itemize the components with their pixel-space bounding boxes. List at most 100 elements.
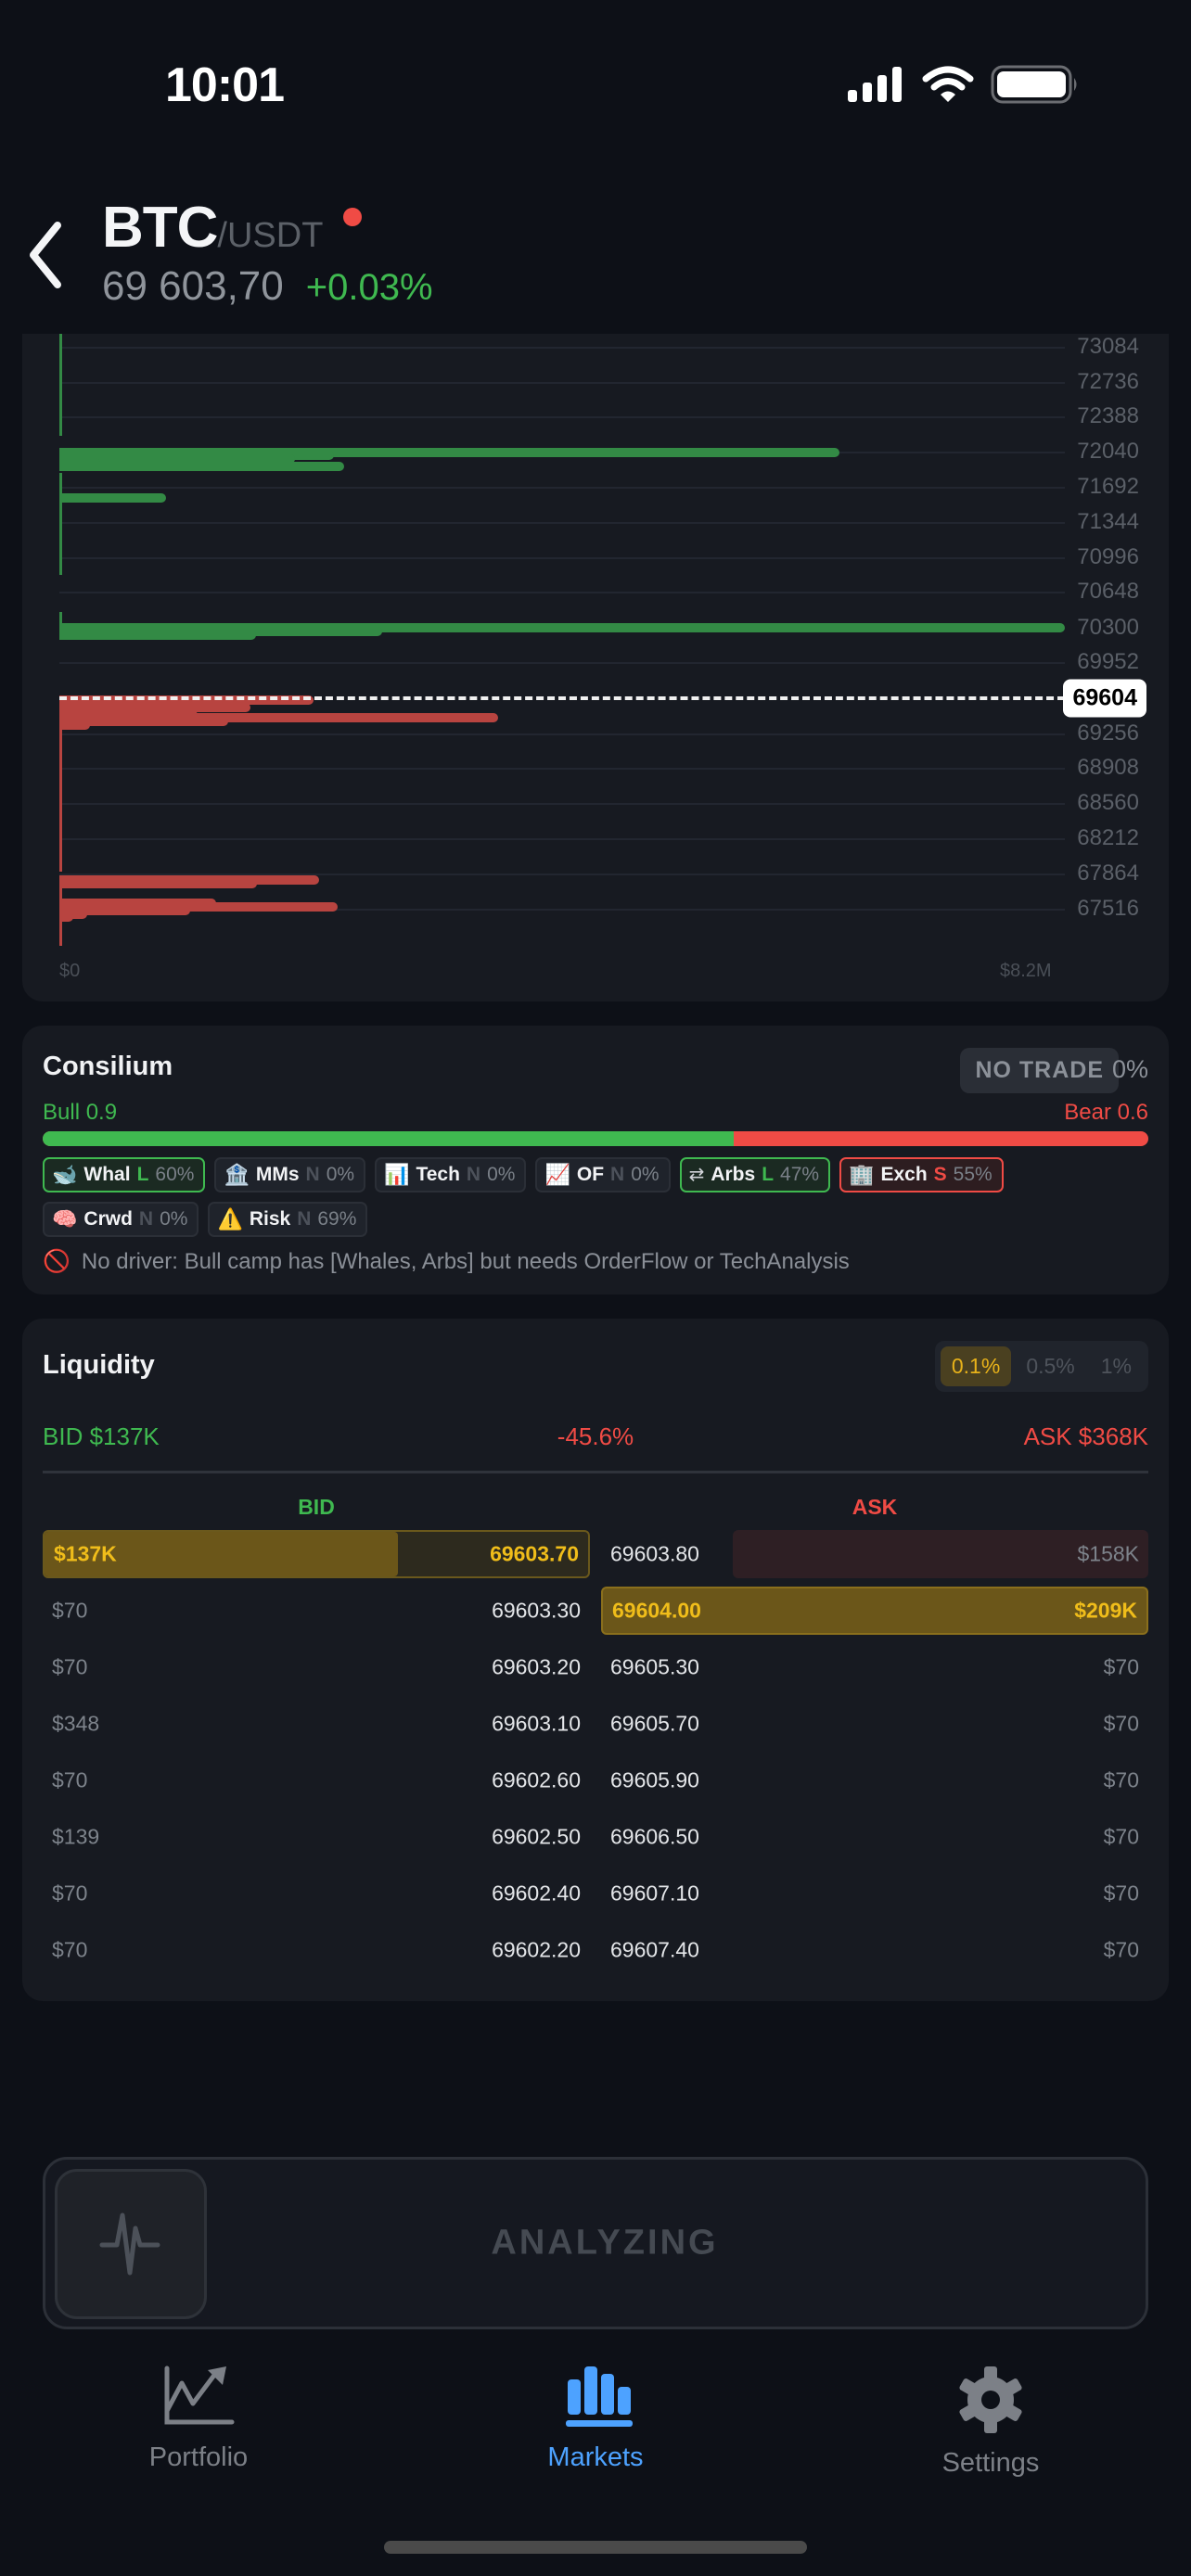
ask-depth-bar xyxy=(59,717,229,727)
ask-price: 69605.70 xyxy=(610,1711,699,1736)
agent-side: L xyxy=(136,1164,149,1185)
bid-price: 69602.50 xyxy=(492,1824,581,1849)
range-option-0-5pct[interactable]: 0.5% xyxy=(1026,1354,1075,1378)
bid-level[interactable]: $137K 69603.70 xyxy=(43,1530,590,1578)
order-book-row: $139 69602.50 69606.50 $70 xyxy=(43,1813,1148,1861)
y-axis-label: 67516 xyxy=(1077,896,1139,921)
bid-size: $70 xyxy=(52,1598,88,1623)
gridline xyxy=(59,662,1065,664)
agent-of-icon: 📈 xyxy=(544,1163,570,1186)
agent-chip-arbs[interactable]: ⇄ Arbs L 47% xyxy=(679,1157,831,1192)
ask-size: $209K xyxy=(1074,1598,1137,1623)
ask-level[interactable]: 69605.30 $70 xyxy=(601,1643,1148,1691)
consilium-title: Consilium xyxy=(43,1052,173,1081)
agent-chip-exch[interactable]: 🏢 Exch S 55% xyxy=(839,1157,1004,1192)
pair-quote: /USDT xyxy=(217,216,324,255)
tab-settings[interactable]: Settings xyxy=(879,2365,1102,2479)
depth-chart-plot[interactable]: 73084 72736 72388 72040 71692 71344 70996 70648… xyxy=(22,334,1169,1001)
bid-level[interactable]: $70 69602.20 xyxy=(43,1926,590,1974)
bid-level[interactable]: $139 69602.50 xyxy=(43,1813,590,1861)
consilium-card: Consilium NO TRADE 0% Bull 0.9 Bear 0.6 … xyxy=(22,1026,1169,1294)
ask-price: 69605.30 xyxy=(610,1654,699,1679)
bid-size: $70 xyxy=(52,1881,88,1906)
agent-chip-risk[interactable]: ⚠️ Risk N 69% xyxy=(208,1202,368,1237)
agent-name: Arbs xyxy=(711,1164,756,1185)
status-icons xyxy=(846,65,1080,104)
pair-header: BTC /USDT 69 603,70 +0.03% xyxy=(0,185,1191,334)
agent-chip-whal[interactable]: 🐋 Whal L 60% xyxy=(43,1157,206,1192)
y-axis-label: 71344 xyxy=(1077,509,1139,534)
gridline xyxy=(59,803,1065,805)
ask-level[interactable]: 69603.80 $158K xyxy=(601,1530,1148,1578)
ask-level[interactable]: 69605.70 $70 xyxy=(601,1700,1148,1748)
bid-price: 69602.20 xyxy=(492,1937,581,1962)
range-option-0-1pct[interactable]: 0.1% xyxy=(940,1346,1012,1386)
bid-price: 69603.20 xyxy=(492,1654,581,1679)
y-axis-label: 70996 xyxy=(1077,544,1139,569)
current-price-line xyxy=(59,696,1065,700)
price-change: +0.03% xyxy=(305,267,433,308)
y-axis-label: 68908 xyxy=(1077,755,1139,780)
gridline xyxy=(59,347,1065,349)
bid-price: 69603.70 xyxy=(490,1541,579,1566)
ask-level[interactable]: 69607.10 $70 xyxy=(601,1869,1148,1918)
agent-crwd-icon: 🧠 xyxy=(52,1207,78,1231)
bid-price: 69603.10 xyxy=(492,1711,581,1736)
bid-level[interactable]: $70 69603.30 xyxy=(43,1587,590,1635)
bid-level[interactable]: $348 69603.10 xyxy=(43,1700,590,1748)
ask-level[interactable]: 69607.40 $70 xyxy=(601,1926,1148,1974)
ask-level[interactable]: 69606.50 $70 xyxy=(601,1813,1148,1861)
agent-chip-mms[interactable]: 🏦 MMs N 0% xyxy=(214,1157,366,1192)
range-option-1pct[interactable]: 1% xyxy=(1100,1354,1132,1378)
agent-chips: 🐋 Whal L 60% 🏦 MMs N 0% 📊 Tech N 0% 📈 OF N 0% ⇄ Arbs L 47% 🏢… xyxy=(43,1157,1156,1237)
chart-line-icon xyxy=(164,2366,235,2425)
ask-column-header: ASK xyxy=(852,1495,898,1519)
ask-level[interactable]: 69605.90 $70 xyxy=(601,1756,1148,1804)
order-book-row: $137K 69603.70 69603.80 $158K xyxy=(43,1530,1148,1578)
cellular-signal-icon xyxy=(848,67,902,102)
ask-depth-bar xyxy=(59,912,73,923)
price-row: 69 603,70 +0.03% xyxy=(102,263,433,310)
bid-size: $348 xyxy=(52,1711,100,1736)
divider xyxy=(43,1471,1148,1473)
x-axis-max-label: $8.2M xyxy=(1000,961,1052,981)
wifi-icon xyxy=(922,66,974,102)
home-indicator[interactable] xyxy=(384,2541,807,2554)
depth-chart[interactable]: 73084 72736 72388 72040 71692 71344 70996 70648… xyxy=(22,334,1169,1001)
agent-chip-of[interactable]: 📈 OF N 0% xyxy=(535,1157,671,1192)
bid-depth-bar xyxy=(59,461,344,471)
agent-pct: 0% xyxy=(487,1164,516,1185)
axis-tick-line xyxy=(59,334,62,436)
agent-side: N xyxy=(297,1208,312,1230)
analyze-button[interactable]: ANALYZING xyxy=(43,2157,1148,2329)
ask-size: $70 xyxy=(1103,1824,1139,1849)
tab-portfolio[interactable]: Portfolio xyxy=(87,2365,310,2473)
ask-size: $70 xyxy=(1103,1767,1139,1792)
bid-depth-bar xyxy=(59,623,1065,632)
bid-level[interactable]: $70 69602.40 xyxy=(43,1869,590,1918)
agent-pct: 0% xyxy=(160,1208,188,1230)
tab-settings-label: Settings xyxy=(941,2448,1040,2478)
agent-chip-tech[interactable]: 📊 Tech N 0% xyxy=(375,1157,527,1192)
ask-depth-bar xyxy=(59,905,191,915)
agent-side: S xyxy=(933,1164,947,1185)
agent-name: MMs xyxy=(255,1164,300,1185)
back-button[interactable] xyxy=(17,213,72,297)
bid-level[interactable]: $70 69602.60 xyxy=(43,1756,590,1804)
bid-size: $70 xyxy=(52,1767,88,1792)
ask-level[interactable]: 69604.00 $209K xyxy=(601,1587,1148,1635)
agent-mms-icon: 🏦 xyxy=(224,1163,250,1186)
bid-price: 69602.40 xyxy=(492,1881,581,1906)
ask-size: $70 xyxy=(1103,1711,1139,1736)
agent-name: Whal xyxy=(83,1164,131,1185)
sentiment-bull-fill xyxy=(43,1131,734,1146)
agent-chip-crwd[interactable]: 🧠 Crwd N 0% xyxy=(43,1202,199,1237)
order-book-row: $70 69603.30 69604.00 $209K xyxy=(43,1587,1148,1635)
ask-size: $70 xyxy=(1103,1654,1139,1679)
gridline xyxy=(59,382,1065,384)
ask-depth-bar xyxy=(59,721,91,731)
prohibited-icon: 🚫 xyxy=(43,1249,70,1274)
bid-level[interactable]: $70 69603.20 xyxy=(43,1643,590,1691)
ask-price: 69603.80 xyxy=(610,1541,699,1566)
tab-markets[interactable]: Markets xyxy=(484,2365,707,2473)
